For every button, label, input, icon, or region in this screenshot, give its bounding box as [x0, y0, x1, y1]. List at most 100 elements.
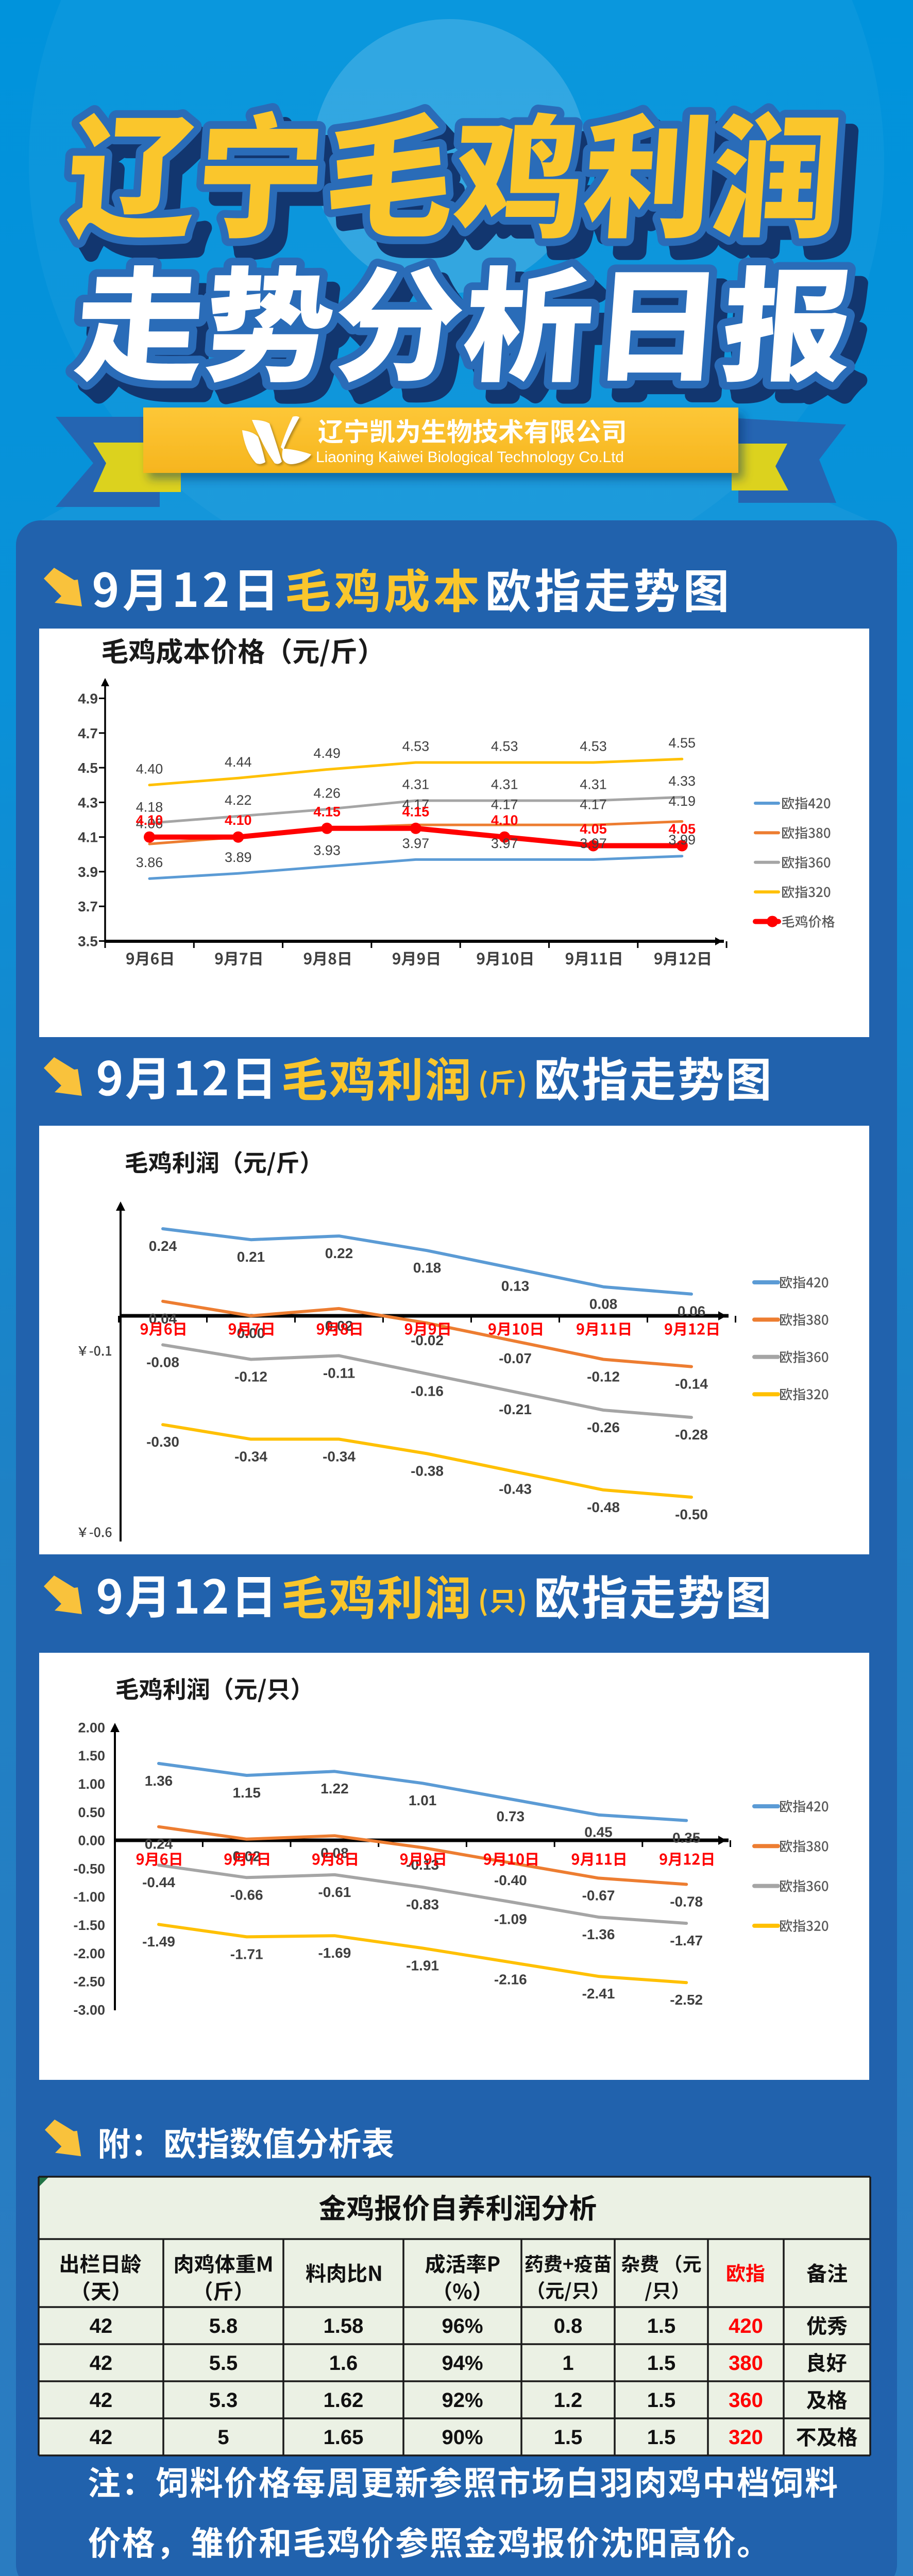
- svg-text:380: 380: [729, 2352, 763, 2375]
- svg-text:-0.78: -0.78: [670, 1893, 703, 1909]
- svg-text:3.99: 3.99: [669, 832, 696, 848]
- svg-text:1.15: 1.15: [232, 1785, 261, 1801]
- svg-text:-0.11: -0.11: [323, 1365, 355, 1381]
- svg-text:-0.43: -0.43: [499, 1481, 532, 1497]
- svg-text:360: 360: [729, 2389, 763, 2412]
- svg-text:3.89: 3.89: [225, 850, 252, 865]
- svg-text:42: 42: [90, 2352, 113, 2375]
- svg-text:-0.44: -0.44: [142, 1874, 175, 1890]
- svg-text:-0.38: -0.38: [411, 1463, 444, 1479]
- svg-text:0.13: 0.13: [501, 1278, 530, 1294]
- svg-text:-1.00: -1.00: [73, 1889, 105, 1905]
- svg-text:3.97: 3.97: [580, 836, 607, 851]
- svg-text:4.10: 4.10: [225, 812, 252, 828]
- svg-text:4.22: 4.22: [225, 792, 252, 808]
- svg-text:1.22: 1.22: [320, 1781, 349, 1797]
- svg-text:-2.50: -2.50: [73, 1974, 105, 1990]
- svg-text:5.8: 5.8: [209, 2315, 238, 2337]
- svg-text:4.44: 4.44: [225, 754, 252, 770]
- svg-text:42: 42: [90, 2426, 113, 2449]
- svg-text:0.06: 0.06: [678, 1303, 706, 1319]
- svg-text:1.5: 1.5: [647, 2352, 676, 2375]
- svg-text:1.2: 1.2: [554, 2389, 583, 2412]
- svg-text:-1.36: -1.36: [582, 1926, 615, 1942]
- svg-text:0.8: 0.8: [554, 2315, 583, 2337]
- svg-text:-0.66: -0.66: [230, 1887, 263, 1903]
- svg-text:4.26: 4.26: [313, 785, 341, 801]
- svg-text:1.36: 1.36: [145, 1773, 173, 1789]
- svg-text:3.93: 3.93: [313, 842, 341, 858]
- svg-text:4.55: 4.55: [669, 735, 696, 751]
- svg-text:-1.91: -1.91: [406, 1957, 439, 1973]
- svg-text:4.53: 4.53: [402, 739, 430, 754]
- svg-text:-0.26: -0.26: [587, 1419, 620, 1435]
- svg-text:320: 320: [729, 2426, 763, 2449]
- svg-text:-0.14: -0.14: [675, 1376, 708, 1392]
- svg-text:4.10: 4.10: [491, 812, 518, 828]
- svg-text:1.5: 1.5: [647, 2426, 676, 2449]
- svg-text:4.9: 4.9: [78, 691, 98, 707]
- svg-text:-0.48: -0.48: [587, 1499, 620, 1515]
- svg-text:-1.71: -1.71: [230, 1946, 263, 1962]
- svg-text:4.1: 4.1: [78, 829, 98, 845]
- svg-text:3.86: 3.86: [136, 855, 163, 870]
- svg-text:420: 420: [729, 2315, 763, 2337]
- svg-text:1.50: 1.50: [78, 1748, 105, 1764]
- svg-text:-0.67: -0.67: [582, 1887, 615, 1903]
- svg-text:4.33: 4.33: [669, 773, 696, 789]
- svg-text:1.6: 1.6: [329, 2352, 358, 2375]
- svg-text:1.5: 1.5: [647, 2389, 676, 2412]
- svg-text:-0.34: -0.34: [234, 1448, 267, 1464]
- svg-text:4.31: 4.31: [580, 777, 607, 792]
- svg-text:1.01: 1.01: [409, 1792, 437, 1808]
- svg-text:0.73: 0.73: [497, 1808, 525, 1824]
- svg-text:4.17: 4.17: [580, 797, 607, 812]
- svg-text:4.31: 4.31: [491, 777, 518, 792]
- svg-text:1.00: 1.00: [78, 1776, 105, 1792]
- svg-text:92%: 92%: [442, 2389, 483, 2412]
- svg-text:3.5: 3.5: [78, 933, 98, 949]
- svg-text:-1.49: -1.49: [142, 1934, 175, 1950]
- svg-text:-1.50: -1.50: [73, 1918, 105, 1933]
- svg-text:1: 1: [562, 2352, 573, 2375]
- svg-text:4.53: 4.53: [491, 739, 518, 754]
- svg-text:4.17: 4.17: [491, 797, 518, 812]
- svg-text:-0.08: -0.08: [146, 1354, 179, 1370]
- svg-text:4.10: 4.10: [136, 812, 163, 828]
- svg-text:3.97: 3.97: [491, 836, 518, 851]
- svg-text:0.21: 0.21: [237, 1249, 265, 1265]
- svg-text:4.7: 4.7: [78, 725, 98, 741]
- svg-text:5.3: 5.3: [209, 2389, 238, 2412]
- svg-text:-0.40: -0.40: [494, 1872, 527, 1888]
- svg-text:42: 42: [90, 2389, 113, 2412]
- svg-text:0.45: 0.45: [584, 1824, 613, 1840]
- svg-text:-0.16: -0.16: [411, 1383, 444, 1399]
- svg-text:42: 42: [90, 2315, 113, 2337]
- svg-text:4.3: 4.3: [78, 794, 98, 810]
- svg-text:4.05: 4.05: [669, 821, 696, 837]
- svg-text:5.5: 5.5: [209, 2352, 238, 2375]
- svg-text:1.5: 1.5: [647, 2315, 676, 2337]
- svg-text:-0.12: -0.12: [234, 1368, 267, 1384]
- svg-text:Liaoning Kaiwei Biological Tec: Liaoning Kaiwei Biological Technology Co…: [316, 449, 624, 466]
- svg-text:1.58: 1.58: [324, 2315, 364, 2337]
- svg-text:-0.07: -0.07: [499, 1350, 532, 1366]
- svg-text:0.35: 0.35: [672, 1830, 701, 1846]
- svg-text:4.18: 4.18: [136, 799, 163, 815]
- svg-text:4.05: 4.05: [580, 821, 607, 837]
- svg-text:0.18: 0.18: [413, 1260, 442, 1276]
- svg-text:0.50: 0.50: [78, 1805, 105, 1820]
- svg-text:4.19: 4.19: [669, 793, 696, 809]
- svg-text:-1.69: -1.69: [318, 1945, 351, 1961]
- svg-text:-2.52: -2.52: [670, 1992, 703, 2008]
- svg-text:-0.50: -0.50: [73, 1861, 105, 1876]
- svg-text:90%: 90%: [442, 2426, 483, 2449]
- svg-text:-0.02: -0.02: [411, 1332, 444, 1348]
- svg-text:3.9: 3.9: [78, 864, 98, 880]
- svg-text:4.17: 4.17: [402, 797, 430, 812]
- svg-text:4.53: 4.53: [580, 739, 607, 754]
- svg-text:-0.61: -0.61: [318, 1884, 351, 1900]
- svg-text:4.40: 4.40: [136, 761, 163, 776]
- svg-text:0.24: 0.24: [149, 1238, 177, 1254]
- svg-text:-2.16: -2.16: [494, 1972, 527, 1988]
